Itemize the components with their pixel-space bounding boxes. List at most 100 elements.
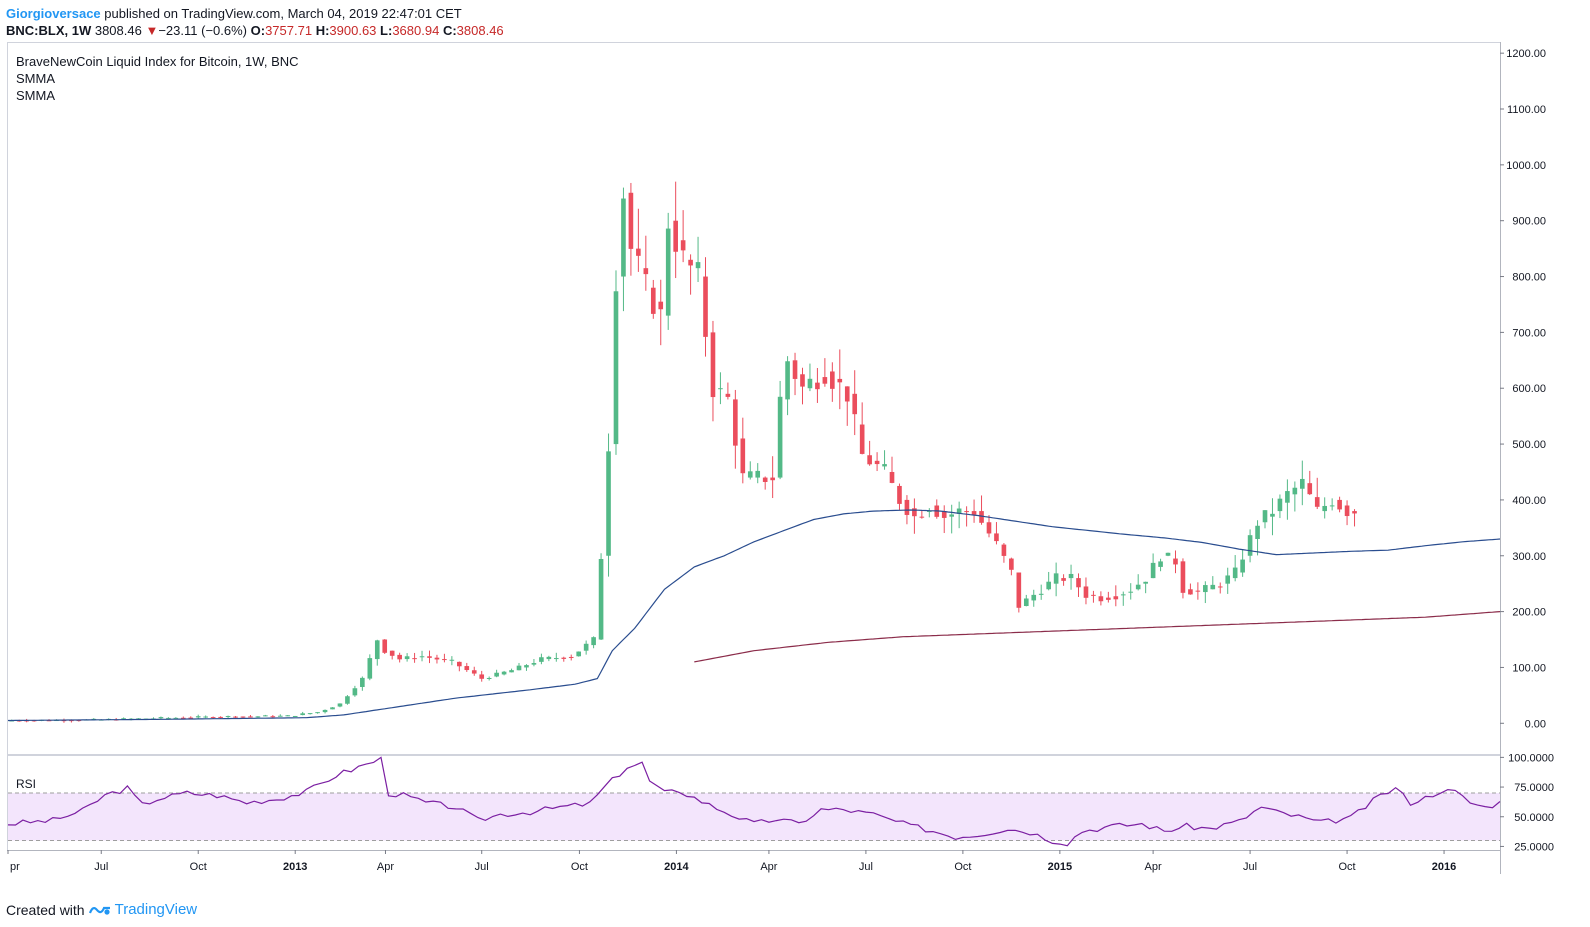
candle-body xyxy=(837,378,843,383)
candle-body xyxy=(815,382,820,390)
author-link[interactable]: Giorgioversace xyxy=(6,6,101,21)
candle-body xyxy=(1158,561,1163,567)
candle-body xyxy=(844,386,850,402)
candle-body xyxy=(1053,573,1059,584)
candle-body xyxy=(389,650,395,656)
candle-body xyxy=(785,361,790,400)
candle-body xyxy=(1135,584,1141,590)
rsi-band xyxy=(8,793,1500,841)
candle-body xyxy=(382,639,388,653)
price-axis-label: 600.00 xyxy=(1512,383,1546,395)
rsi-line xyxy=(7,756,1501,847)
candle-body xyxy=(941,511,947,518)
candle-body xyxy=(352,688,358,696)
candle-body xyxy=(591,637,596,646)
candle-body xyxy=(210,717,216,719)
candle-body xyxy=(1001,544,1007,556)
candle-body xyxy=(374,640,380,660)
candle-body xyxy=(710,332,716,398)
candle-body xyxy=(136,718,141,720)
candle-body xyxy=(1352,511,1357,514)
price-axis-label: 900.00 xyxy=(1512,216,1546,228)
indicator-smma-2[interactable]: SMMA xyxy=(16,88,55,103)
candle-body xyxy=(665,228,671,316)
indicator-smma-1[interactable]: SMMA xyxy=(16,71,55,86)
candle-body xyxy=(1128,591,1134,593)
candle-body xyxy=(1031,594,1037,601)
candle-body xyxy=(263,715,268,717)
candle-body xyxy=(255,716,261,718)
candle-body xyxy=(628,192,634,249)
candle-body xyxy=(964,511,969,513)
candle-body xyxy=(822,377,828,384)
chart-legend: BraveNewCoin Liquid Index for Bitcoin, 1… xyxy=(16,53,299,104)
candle-body xyxy=(1322,505,1328,512)
candle-body xyxy=(397,654,402,660)
candle-body xyxy=(747,471,753,478)
candle-body xyxy=(524,665,529,668)
candle-body xyxy=(479,674,485,679)
candle-body xyxy=(285,715,291,717)
candle-body xyxy=(561,657,567,659)
candle-body xyxy=(874,460,880,465)
candle-body xyxy=(1083,586,1089,598)
candle-body xyxy=(509,670,514,673)
candle-body xyxy=(867,455,872,465)
candle-body xyxy=(442,659,447,661)
time-axis-label: Oct xyxy=(190,861,207,873)
publish-line: Giorgioversace published on TradingView.… xyxy=(6,5,504,22)
candle-body xyxy=(703,276,708,337)
candle-body xyxy=(1314,497,1320,507)
last-price: 3808.46 xyxy=(94,23,142,38)
candle-body xyxy=(464,666,470,671)
candle-body xyxy=(1113,596,1119,600)
candle-body xyxy=(1091,594,1096,596)
candle-body xyxy=(986,522,992,534)
candle-body xyxy=(1307,483,1313,495)
candle-body xyxy=(904,499,910,515)
candle-body xyxy=(598,559,604,640)
candle-body xyxy=(792,360,798,379)
candle-body xyxy=(270,716,276,718)
candle-body xyxy=(643,268,649,275)
candle-body xyxy=(882,464,887,467)
symbol-label: BNC:BLX, 1W xyxy=(6,23,92,38)
candle-body xyxy=(494,672,499,677)
publish-header: Giorgioversace published on TradingView.… xyxy=(6,5,504,39)
candle-body xyxy=(1225,575,1231,584)
candle-body xyxy=(277,715,283,717)
price-axis-label: 0.00 xyxy=(1525,718,1546,730)
candle-body xyxy=(673,220,678,252)
time-axis-label: Jul xyxy=(94,861,108,873)
time-axis-label: pr xyxy=(10,861,20,873)
time-axis-label: Jul xyxy=(475,861,489,873)
candle-body xyxy=(576,651,582,657)
rsi-line-group xyxy=(7,756,1501,847)
candle-body xyxy=(501,671,507,675)
candle-body xyxy=(1270,513,1275,517)
candle-body xyxy=(1098,596,1104,602)
chart-title: BraveNewCoin Liquid Index for Bitcoin, 1… xyxy=(16,54,299,69)
candle-body xyxy=(1247,535,1253,556)
candle-body xyxy=(427,656,432,658)
candle-body xyxy=(636,248,641,256)
candle-body xyxy=(994,533,999,542)
candle-body xyxy=(725,393,731,397)
candle-body xyxy=(777,396,783,478)
price-axis-group: 0.00 100.00 200.00 300.00 400.00 500.00 600.00… xyxy=(1500,48,1546,730)
footer: Created with TradingView xyxy=(6,901,197,918)
candle-body xyxy=(621,198,626,277)
rsi-axis-group: 25.0000 50.0000 75.0000 100.0000 xyxy=(1500,752,1554,853)
candle-body xyxy=(1061,578,1066,581)
tradingview-brand[interactable]: TradingView xyxy=(114,901,198,918)
candle-body xyxy=(1180,561,1186,593)
candle-body xyxy=(1232,567,1238,579)
candle-body xyxy=(218,716,223,718)
candle-body xyxy=(658,301,664,310)
time-axis-group: pr Jul Oct 2013 Apr Jul Oct 2014 Apr Jul Oct 2015 Ap… xyxy=(7,850,1456,873)
price-axis-label: 500.00 xyxy=(1512,439,1546,451)
high-value: 3900.63 xyxy=(329,23,377,38)
price-axis-label: 1100.00 xyxy=(1507,104,1546,116)
candle-body xyxy=(568,656,574,658)
